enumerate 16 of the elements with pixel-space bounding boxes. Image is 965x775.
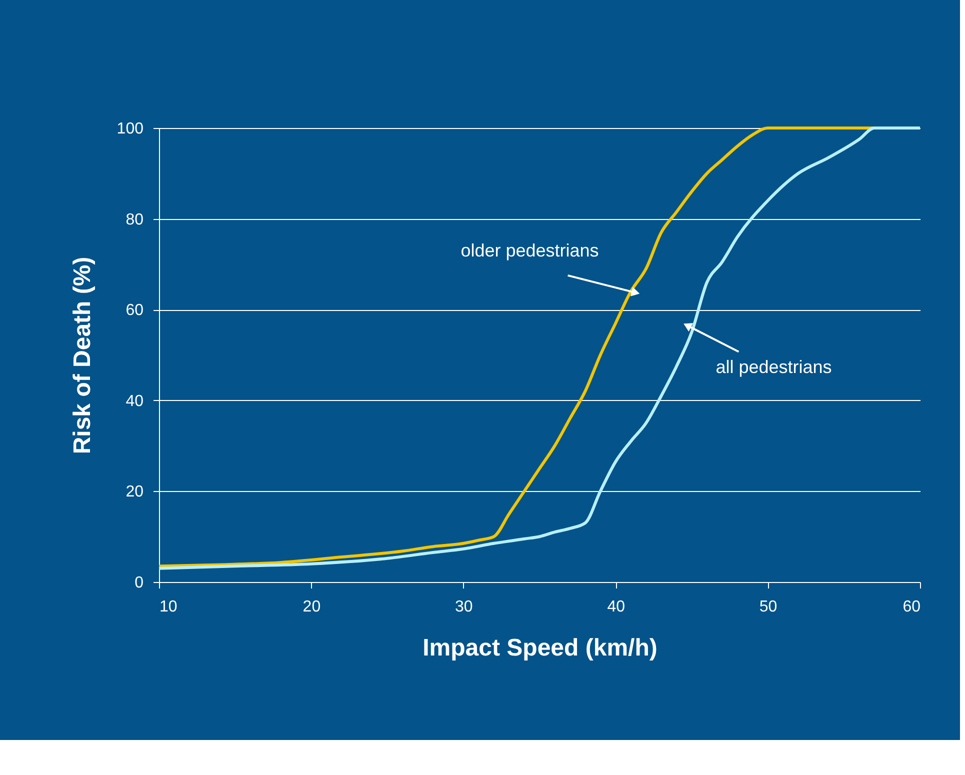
y-tick-label: 60 bbox=[126, 302, 144, 320]
annotation: older pedestrians bbox=[460, 240, 599, 260]
x-tick-label: 50 bbox=[759, 598, 778, 616]
x-tick-label: 60 bbox=[902, 598, 921, 616]
y-tick-label: 100 bbox=[116, 120, 144, 138]
y-tick-label: 20 bbox=[126, 484, 144, 501]
x-tick-label: 30 bbox=[455, 598, 473, 616]
x-tick-label: 10 bbox=[160, 598, 178, 616]
annotation: all pedestrians bbox=[716, 356, 832, 377]
x-tick-label: 40 bbox=[607, 598, 626, 616]
y-tick-label: 0 bbox=[134, 574, 144, 592]
y-tick-label: 40 bbox=[126, 392, 144, 410]
y-tick-label: 80 bbox=[126, 211, 144, 228]
x-tick-label: 20 bbox=[302, 598, 321, 616]
x-axis-title: Impact Speed (km/h) bbox=[422, 634, 658, 662]
y-axis-title: Risk of Death (%) bbox=[68, 256, 96, 454]
